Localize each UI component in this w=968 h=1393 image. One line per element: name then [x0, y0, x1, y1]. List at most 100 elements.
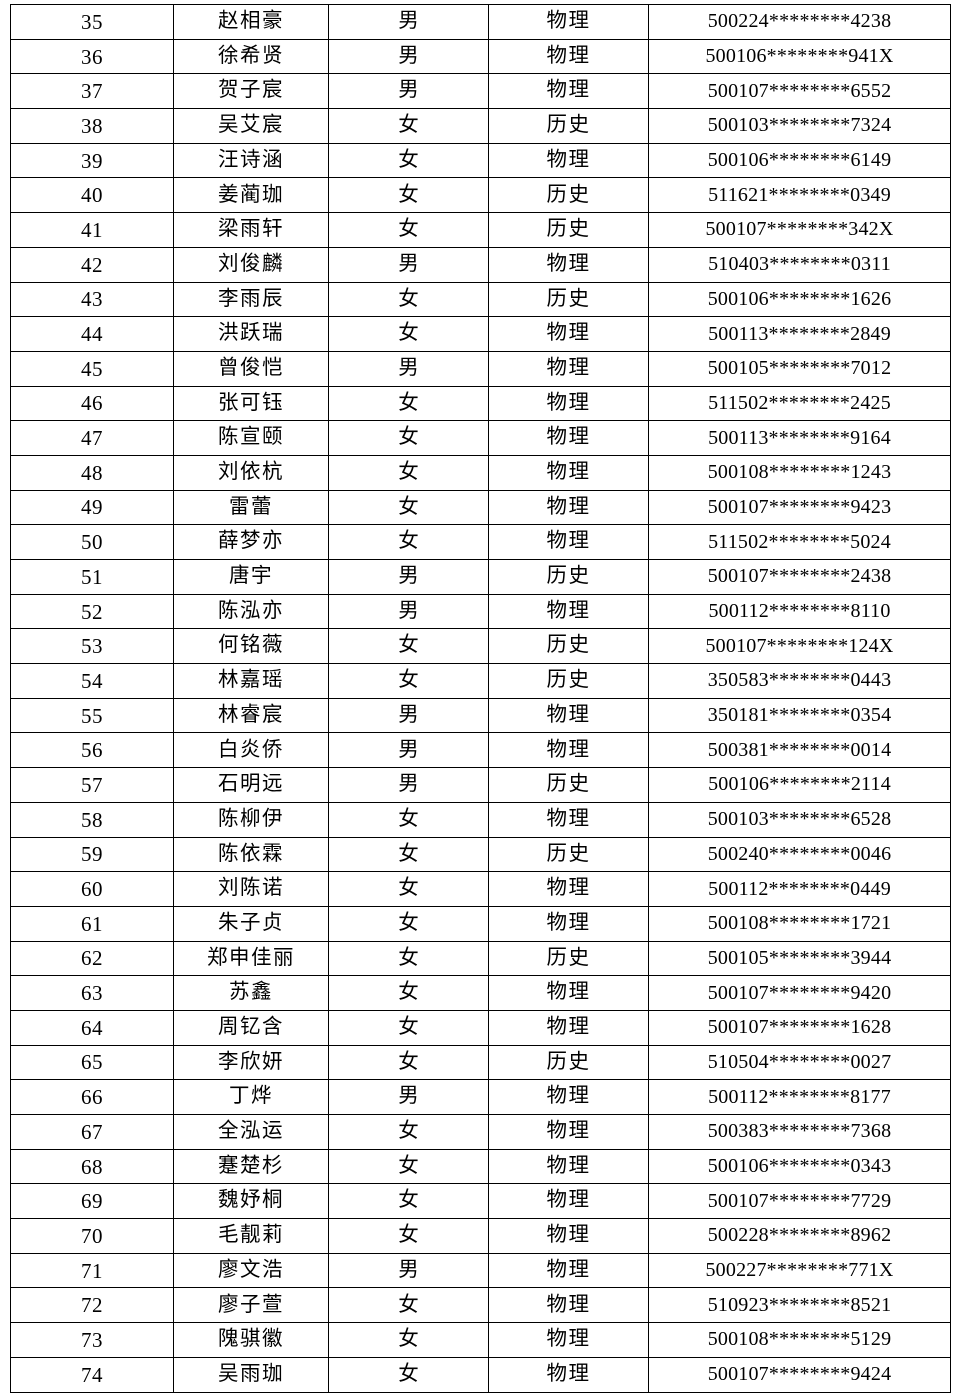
cell-name: 汪诗涵 [173, 142, 329, 179]
cell-name: 林嘉瑶 [173, 663, 329, 699]
cell-gender: 男 [328, 73, 489, 110]
cell-name: 陈泓亦 [173, 593, 329, 630]
cell-idno: 500113********2849 [648, 316, 951, 352]
cell-index: 57 [10, 767, 174, 803]
cell-gender: 女 [328, 1009, 489, 1046]
cell-name: 何铭薇 [173, 628, 329, 665]
cell-idno: 500103********6528 [648, 801, 951, 838]
table-row: 37 贺子宸男物理 500107********6552 [10, 73, 951, 110]
cell-name: 姜蔺珈 [173, 177, 329, 214]
cell-index: 46 [10, 385, 174, 422]
cell-gender: 男 [328, 1252, 489, 1289]
cell-idno: 500107********2438 [648, 559, 951, 595]
cell-index: 69 [10, 1183, 174, 1220]
table-row: 44 洪跃瑞女物理 500113********2849 [10, 316, 951, 352]
cell-gender: 女 [328, 177, 489, 214]
table-row: 50 薛梦亦女物理 511502********5024 [10, 524, 951, 560]
cell-name: 苏鑫 [173, 975, 329, 1011]
cell-name: 蹇楚杉 [173, 1148, 329, 1185]
cell-name: 徐希贤 [173, 38, 329, 75]
cell-idno: 500106********2114 [648, 767, 951, 803]
cell-name: 丁烨 [173, 1079, 329, 1115]
table-row: 36 徐希贤男物理 500106********941X [10, 38, 951, 75]
cell-subject: 物理 [488, 1114, 649, 1150]
cell-name: 赵相豪 [173, 4, 329, 40]
cell-name: 曾俊恺 [173, 350, 329, 387]
table-row: 42 刘俊麟男物理 510403********0311 [10, 246, 951, 283]
cell-idno: 500107********342X [648, 212, 951, 248]
cell-name: 贺子宸 [173, 73, 329, 110]
cell-subject: 物理 [488, 1009, 649, 1046]
table-row: 47 陈宣颐女物理 500113********9164 [10, 420, 951, 456]
cell-name: 魏妤桐 [173, 1183, 329, 1220]
cell-idno: 511502********2425 [648, 385, 951, 422]
cell-subject: 物理 [488, 73, 649, 110]
cell-idno: 500240********0046 [648, 836, 951, 873]
cell-index: 41 [10, 212, 174, 248]
cell-index: 39 [10, 142, 174, 179]
table-row: 58 陈柳伊女物理 500103********6528 [10, 801, 951, 838]
cell-name: 梁雨轩 [173, 212, 329, 248]
cell-gender: 女 [328, 212, 489, 248]
cell-index: 55 [10, 697, 174, 734]
cell-index: 49 [10, 489, 174, 526]
cell-name: 陈依霖 [173, 836, 329, 873]
cell-subject: 物理 [488, 593, 649, 630]
cell-index: 50 [10, 524, 174, 560]
cell-gender: 男 [328, 4, 489, 40]
cell-idno: 500381********0014 [648, 732, 951, 769]
cell-subject: 物理 [488, 454, 649, 491]
cell-gender: 女 [328, 1322, 489, 1358]
table-row: 59 陈依霖女历史 500240********0046 [10, 836, 951, 873]
table-row: 73 隗骐徽女物理 500108********5129 [10, 1322, 951, 1358]
table-row: 64 周钇含女物理 500107********1628 [10, 1009, 951, 1046]
cell-idno: 500108********1721 [648, 905, 951, 942]
cell-name: 吴艾宸 [173, 108, 329, 144]
cell-index: 60 [10, 871, 174, 907]
cell-name: 隗骐徽 [173, 1322, 329, 1358]
cell-gender: 男 [328, 350, 489, 387]
cell-gender: 男 [328, 593, 489, 630]
cell-idno: 500103********7324 [648, 108, 951, 144]
cell-index: 54 [10, 663, 174, 699]
table-row: 65 李欣妍女历史 510504********0027 [10, 1044, 951, 1081]
table-row: 51 唐宇男历史 500107********2438 [10, 559, 951, 595]
cell-index: 71 [10, 1252, 174, 1289]
cell-subject: 物理 [488, 1287, 649, 1324]
cell-index: 67 [10, 1114, 174, 1150]
cell-subject: 物理 [488, 975, 649, 1011]
cell-index: 43 [10, 281, 174, 318]
table-row: 63 苏鑫女物理 500107********9420 [10, 975, 951, 1011]
cell-gender: 女 [328, 281, 489, 318]
cell-subject: 历史 [488, 663, 649, 699]
cell-subject: 物理 [488, 801, 649, 838]
cell-name: 陈柳伊 [173, 801, 329, 838]
cell-index: 52 [10, 593, 174, 630]
cell-subject: 历史 [488, 177, 649, 214]
cell-gender: 女 [328, 316, 489, 352]
cell-subject: 历史 [488, 559, 649, 595]
cell-index: 65 [10, 1044, 174, 1081]
table-row: 56 白炎侨男物理 500381********0014 [10, 732, 951, 769]
cell-subject: 物理 [488, 38, 649, 75]
cell-idno: 500383********7368 [648, 1114, 951, 1150]
cell-idno: 511621********0349 [648, 177, 951, 214]
cell-idno: 500113********9164 [648, 420, 951, 456]
cell-idno: 500106********1626 [648, 281, 951, 318]
cell-index: 66 [10, 1079, 174, 1115]
cell-index: 58 [10, 801, 174, 838]
cell-gender: 女 [328, 1218, 489, 1254]
cell-name: 刘依杭 [173, 454, 329, 491]
table-row: 41 梁雨轩女历史 500107********342X [10, 212, 951, 248]
cell-idno: 500107********9424 [648, 1356, 951, 1393]
cell-gender: 女 [328, 905, 489, 942]
cell-subject: 物理 [488, 4, 649, 40]
cell-idno: 500112********8177 [648, 1079, 951, 1115]
cell-idno: 500112********0449 [648, 871, 951, 907]
cell-subject: 物理 [488, 524, 649, 560]
cell-index: 63 [10, 975, 174, 1011]
table-row: 52 陈泓亦男物理 500112********8110 [10, 593, 951, 630]
cell-index: 51 [10, 559, 174, 595]
cell-index: 35 [10, 4, 174, 40]
